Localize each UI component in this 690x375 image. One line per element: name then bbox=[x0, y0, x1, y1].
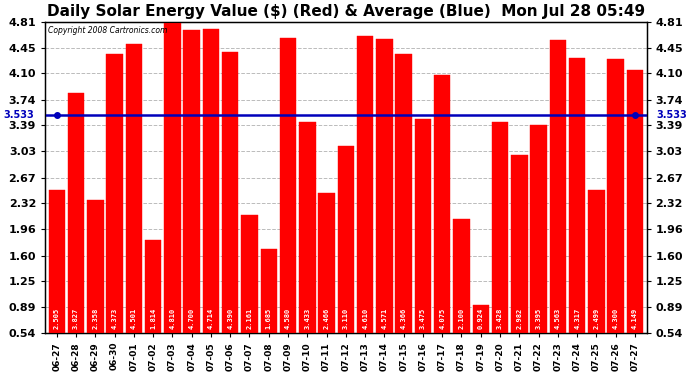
Bar bbox=[261, 249, 277, 333]
Title: Daily Solar Energy Value ($) (Red) & Average (Blue)  Mon Jul 28 05:49: Daily Solar Energy Value ($) (Red) & Ave… bbox=[47, 4, 645, 19]
Bar bbox=[627, 70, 643, 333]
Bar bbox=[318, 192, 335, 333]
Text: 4.317: 4.317 bbox=[574, 308, 580, 329]
Text: 3.428: 3.428 bbox=[497, 308, 503, 329]
Bar bbox=[473, 305, 489, 333]
Text: Copyright 2008 Cartronics.com: Copyright 2008 Cartronics.com bbox=[48, 26, 168, 35]
Bar bbox=[569, 58, 585, 333]
Text: 3.533: 3.533 bbox=[656, 110, 687, 120]
Text: 2.100: 2.100 bbox=[458, 308, 464, 329]
Bar bbox=[48, 190, 65, 333]
Bar bbox=[241, 215, 257, 333]
Bar bbox=[395, 54, 412, 333]
Text: 1.685: 1.685 bbox=[266, 308, 272, 329]
Text: 4.810: 4.810 bbox=[170, 308, 175, 329]
Bar bbox=[492, 123, 509, 333]
Text: 4.563: 4.563 bbox=[555, 308, 561, 329]
Bar bbox=[164, 22, 181, 333]
Bar bbox=[68, 93, 84, 333]
Bar bbox=[531, 125, 546, 333]
Text: 2.466: 2.466 bbox=[324, 308, 330, 329]
Bar bbox=[106, 54, 123, 333]
Bar bbox=[607, 59, 624, 333]
Text: 4.075: 4.075 bbox=[440, 308, 445, 329]
Text: 1.814: 1.814 bbox=[150, 308, 156, 329]
Text: 4.580: 4.580 bbox=[285, 308, 291, 329]
Text: 3.395: 3.395 bbox=[535, 308, 542, 329]
Bar bbox=[126, 44, 142, 333]
Bar bbox=[337, 146, 354, 333]
Bar bbox=[184, 30, 200, 333]
Text: 4.390: 4.390 bbox=[227, 308, 233, 329]
Bar bbox=[376, 39, 393, 333]
Text: 3.475: 3.475 bbox=[420, 308, 426, 329]
Text: 4.700: 4.700 bbox=[188, 308, 195, 329]
Bar bbox=[357, 36, 373, 333]
Bar bbox=[434, 75, 451, 333]
Bar bbox=[87, 200, 104, 333]
Text: 2.499: 2.499 bbox=[593, 308, 600, 329]
Bar bbox=[550, 40, 566, 333]
Bar bbox=[511, 155, 527, 333]
Bar bbox=[145, 240, 161, 333]
Bar bbox=[415, 119, 431, 333]
Text: 4.610: 4.610 bbox=[362, 308, 368, 329]
Text: 4.373: 4.373 bbox=[112, 308, 117, 329]
Bar bbox=[280, 39, 296, 333]
Text: 4.501: 4.501 bbox=[131, 308, 137, 329]
Text: 2.161: 2.161 bbox=[246, 308, 253, 329]
Bar bbox=[453, 219, 470, 333]
Text: 2.982: 2.982 bbox=[516, 308, 522, 329]
Text: 2.358: 2.358 bbox=[92, 308, 98, 329]
Text: 4.366: 4.366 bbox=[401, 308, 406, 329]
Text: 4.300: 4.300 bbox=[613, 308, 619, 329]
Text: 3.110: 3.110 bbox=[343, 308, 349, 329]
Bar bbox=[588, 190, 604, 333]
Text: 3.827: 3.827 bbox=[73, 308, 79, 329]
Text: 4.714: 4.714 bbox=[208, 308, 214, 329]
Text: 3.433: 3.433 bbox=[304, 308, 310, 329]
Text: 4.149: 4.149 bbox=[632, 308, 638, 329]
Text: 3.533: 3.533 bbox=[3, 110, 34, 120]
Bar bbox=[222, 53, 239, 333]
Text: 0.924: 0.924 bbox=[477, 308, 484, 329]
Text: 2.505: 2.505 bbox=[54, 308, 60, 329]
Bar bbox=[203, 29, 219, 333]
Text: 4.571: 4.571 bbox=[382, 308, 387, 329]
Bar bbox=[299, 122, 315, 333]
